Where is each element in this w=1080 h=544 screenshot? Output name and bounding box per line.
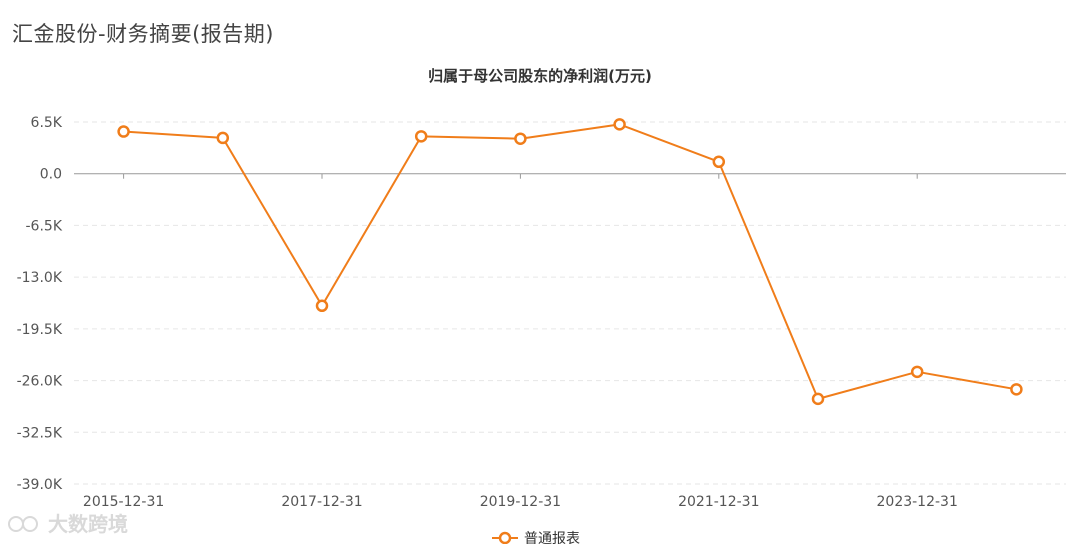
data-point — [712, 155, 726, 169]
y-tick-label: -19.5K — [17, 322, 63, 338]
y-tick-label: 0.0 — [40, 167, 62, 183]
data-point — [1010, 383, 1023, 396]
x-tick-label: 2021-12-31 — [678, 494, 759, 510]
x-tick-label: 2019-12-31 — [480, 494, 561, 510]
x-tick-label: 2015-12-31 — [83, 494, 164, 510]
data-point — [910, 365, 924, 379]
y-tick-label: -13.0K — [17, 270, 63, 286]
y-tick-label: -26.0K — [17, 374, 63, 390]
y-tick-label: -39.0K — [17, 477, 63, 493]
y-tick-label: -6.5K — [26, 218, 63, 234]
y-tick-label: 6.5K — [31, 115, 63, 131]
data-point — [315, 299, 329, 313]
axes: 6.5K 0.0 -6.5K -13.0K -19.5K -26.0K -32.5K -39.… — [17, 115, 958, 510]
x-tick-label: 2023-12-31 — [877, 494, 958, 510]
legend-marker-icon — [498, 531, 512, 544]
series-markers — [117, 118, 1023, 406]
legend-label: 普通报表 — [524, 531, 580, 544]
watermark: 大数跨境 — [8, 508, 128, 537]
data-point — [613, 118, 626, 131]
page-title: 汇金股份-财务摘要(报告期) — [12, 22, 274, 46]
chart-title: 归属于母公司股东的净利润(万元) — [428, 67, 652, 85]
watermark-text: 大数跨境 — [48, 512, 128, 536]
data-point — [216, 131, 230, 145]
data-point — [514, 132, 527, 145]
data-point — [414, 130, 428, 143]
data-point — [117, 125, 130, 138]
y-tick-label: -32.5K — [17, 425, 63, 441]
series-lines — [123, 123, 1017, 400]
data-point — [811, 392, 825, 406]
watermark-logo-icon — [8, 513, 42, 533]
x-tick-label: 2017-12-31 — [281, 494, 362, 510]
legend: 普通报表 — [492, 531, 580, 544]
grid-lines — [74, 121, 1066, 485]
series-line — [123, 123, 1017, 400]
